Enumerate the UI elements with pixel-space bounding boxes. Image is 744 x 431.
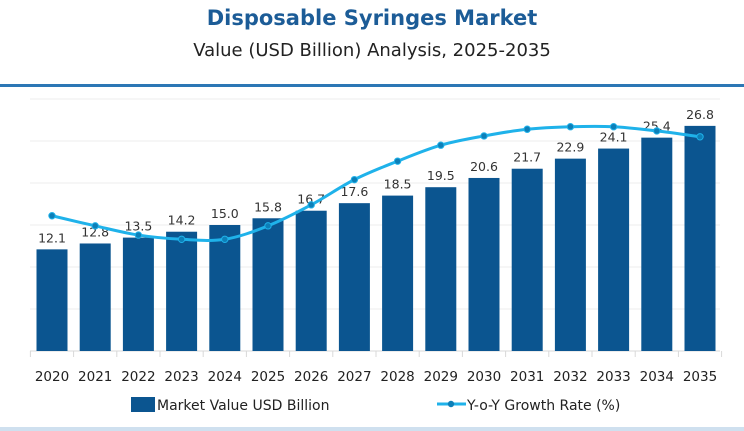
x-tick-label: 2032 <box>553 369 587 385</box>
growth-point <box>91 222 99 230</box>
x-tick-label: 2027 <box>337 369 371 385</box>
bar-value-label: 20.6 <box>470 159 498 174</box>
bar-2024 <box>209 225 241 351</box>
growth-line <box>51 124 701 242</box>
bar-value-label: 24.1 <box>600 130 628 145</box>
x-tick-label: 2025 <box>251 369 285 385</box>
bar-2021 <box>79 243 111 351</box>
x-tick-label: 2029 <box>424 369 458 385</box>
growth-point <box>350 175 359 184</box>
growth-point <box>48 212 56 220</box>
growth-point <box>307 201 315 209</box>
growth-point <box>437 141 445 149</box>
bar-value-label: 12.1 <box>38 230 66 245</box>
x-tick-label: 2035 <box>683 369 717 385</box>
growth-point <box>393 157 402 165</box>
bar-2020 <box>36 249 68 351</box>
bar-value-label: 15.0 <box>211 206 239 221</box>
bar-value-label: 14.2 <box>168 213 196 228</box>
bar-value-label: 19.5 <box>427 168 455 183</box>
chart-subtitle: Value (USD Billion) Analysis, 2025-2035 <box>193 40 551 61</box>
x-tick-label: 2031 <box>510 369 544 385</box>
bar-value-label: 13.5 <box>124 219 152 234</box>
x-tick-label: 2023 <box>164 369 198 385</box>
x-tick-label: 2022 <box>121 369 155 385</box>
growth-point <box>696 133 704 141</box>
legend-bar-label: Market Value USD Billion <box>157 398 329 414</box>
footer-border <box>0 427 744 431</box>
bar-value-label: 22.9 <box>556 140 584 155</box>
bar-2033 <box>598 148 630 351</box>
growth-point <box>177 235 186 243</box>
growth-point <box>221 235 229 243</box>
x-tick-label: 2026 <box>294 369 328 385</box>
growth-point <box>609 123 618 131</box>
x-tick-label: 2024 <box>208 369 242 385</box>
bar-2023 <box>166 231 198 351</box>
legend-line-label: Y-o-Y Growth Rate (%) <box>466 398 620 414</box>
x-tick-label: 2028 <box>380 369 414 385</box>
bar-2028 <box>382 195 414 351</box>
bar-2034 <box>641 137 673 351</box>
x-tick-label: 2033 <box>596 369 630 385</box>
bar-2031 <box>511 168 543 351</box>
bar-value-label: 16.7 <box>297 192 325 207</box>
x-tick-label: 2021 <box>78 369 112 385</box>
x-tick-label: 2030 <box>467 369 501 385</box>
bar-value-label: 17.6 <box>340 184 368 199</box>
growth-point <box>566 123 575 131</box>
bar-2025 <box>252 218 284 351</box>
x-tick-label: 2034 <box>640 369 674 385</box>
bar-2026 <box>295 210 327 351</box>
x-tick-label: 2020 <box>35 369 69 385</box>
bar-value-label: 18.5 <box>384 177 412 192</box>
bar-value-label: 26.8 <box>686 107 714 122</box>
growth-point <box>264 222 272 230</box>
bar-2022 <box>122 237 154 351</box>
bar-2035 <box>684 125 716 351</box>
growth-point <box>653 127 661 135</box>
header-divider <box>0 84 744 87</box>
bar-value-label: 21.7 <box>513 150 541 165</box>
growth-point <box>134 231 143 239</box>
legend-line-marker <box>447 400 455 408</box>
legend-bar-swatch <box>131 397 155 412</box>
growth-point <box>523 125 531 133</box>
bar-2032 <box>554 158 586 351</box>
bar-2030 <box>468 177 500 351</box>
bar-2027 <box>338 203 370 351</box>
bar-value-label: 15.8 <box>254 199 282 214</box>
growth-point <box>480 132 488 140</box>
bar-2029 <box>425 187 457 351</box>
chart-title: Disposable Syringes Market <box>206 6 538 30</box>
